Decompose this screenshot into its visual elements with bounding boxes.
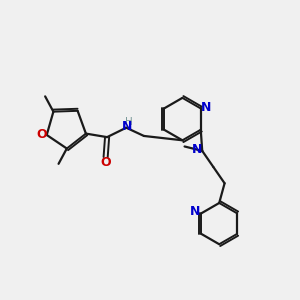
Text: N: N: [192, 143, 202, 156]
Text: N: N: [122, 120, 132, 133]
Text: O: O: [100, 156, 111, 169]
Text: N: N: [190, 205, 201, 218]
Text: H: H: [125, 117, 133, 127]
Text: N: N: [201, 100, 211, 113]
Text: O: O: [36, 128, 47, 142]
